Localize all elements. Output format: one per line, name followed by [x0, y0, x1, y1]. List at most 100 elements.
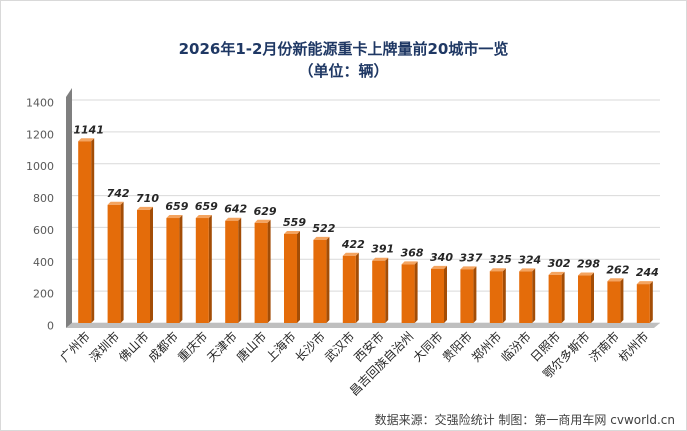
x-axis-ticks: 广州市深圳市佛山市成都市重庆市天津市唐山市上海市长沙市武汉市西安市昌吉回族自治州…: [57, 329, 652, 399]
bar-side: [444, 265, 447, 323]
bar-side: [297, 230, 300, 323]
bar-top: [107, 201, 124, 205]
x-tick-label: 深圳市: [86, 329, 122, 365]
bar-front: [636, 284, 650, 323]
data-label: 642: [224, 203, 247, 216]
bar-front: [225, 220, 239, 323]
data-label: 324: [518, 253, 541, 266]
bar-front: [489, 271, 503, 323]
bars: [78, 138, 653, 323]
data-label: 629: [254, 205, 277, 218]
x-tick-label: 佛山市: [116, 329, 152, 365]
side-wall: [66, 88, 72, 328]
data-label: 422: [341, 238, 365, 251]
bar-top: [342, 252, 359, 256]
bar-front: [195, 218, 209, 323]
bar-top: [166, 215, 183, 219]
chart-3d-wall: [66, 88, 660, 328]
source-note: 数据来源：交强险统计 制图：第一商用车网 cvworld.cn: [374, 413, 675, 427]
bar-side: [591, 272, 594, 323]
x-tick-label: 广州市: [57, 329, 93, 365]
bar: [342, 252, 359, 323]
bar-top: [78, 138, 95, 142]
bar-side: [561, 271, 565, 323]
bar: [607, 278, 624, 323]
bar-side: [238, 217, 242, 323]
bar-top: [607, 278, 624, 282]
bar-side: [502, 268, 506, 323]
data-labels: 1141 742 710 659 659 642 629 559 522 422 391 368 340…: [73, 123, 658, 279]
bar-side: [267, 219, 271, 323]
bar: [166, 215, 183, 323]
x-tick-label: 重庆市: [174, 329, 210, 365]
bar: [489, 268, 506, 323]
bar-top: [431, 265, 447, 269]
data-label: 368: [401, 246, 424, 259]
bar-front: [519, 271, 533, 323]
bar-side: [649, 281, 653, 323]
bar-top: [372, 257, 389, 261]
bar-top: [137, 206, 153, 210]
bar-top: [636, 281, 653, 285]
bar: [401, 261, 418, 323]
bar-front: [548, 274, 562, 323]
x-tick-label: 大同市: [410, 329, 446, 365]
bar-front: [137, 209, 150, 323]
bar-side: [355, 252, 359, 323]
bar-front: [254, 222, 268, 323]
x-tick-label: 郑州市: [468, 329, 504, 365]
x-tick-label: 长沙市: [292, 329, 328, 365]
x-tick-label: 杭州市: [615, 329, 651, 365]
x-tick-label: 天津市: [204, 329, 240, 365]
bar-top: [578, 272, 594, 276]
bar: [107, 201, 124, 323]
bar-top: [460, 266, 477, 270]
bar: [578, 272, 594, 323]
bar-side: [532, 268, 536, 323]
bar: [519, 268, 536, 323]
y-tick-label: 1200: [26, 128, 54, 141]
bar-top: [254, 219, 271, 223]
bar-front: [401, 264, 415, 323]
bar: [313, 236, 330, 323]
bar: [460, 266, 477, 323]
data-label: 325: [489, 253, 512, 266]
y-tick-label: 800: [33, 192, 54, 205]
bar-top: [489, 268, 506, 272]
bar: [548, 271, 565, 323]
floor: [66, 323, 660, 328]
bar-front: [578, 275, 591, 323]
data-label: 710: [136, 192, 159, 205]
data-label: 659: [195, 200, 218, 213]
chart-title: 2026年1-2月份新能源重卡上牌量前20城市一览: [178, 40, 509, 58]
bar-top: [313, 236, 330, 240]
data-label: 391: [371, 243, 394, 256]
data-label: 302: [548, 257, 571, 270]
bar-top: [195, 215, 212, 219]
bar-side: [326, 236, 330, 323]
bar-front: [372, 260, 386, 323]
bar-front: [284, 233, 297, 323]
data-label: 1141: [73, 123, 104, 136]
data-label: 742: [107, 187, 130, 200]
bar-side: [150, 206, 153, 323]
x-tick-label: 成都市: [145, 329, 181, 365]
y-tick-label: 400: [33, 256, 54, 269]
bar-top: [519, 268, 536, 272]
x-tick-label: 济南市: [586, 329, 622, 365]
bar-top: [548, 271, 565, 275]
data-label: 262: [606, 263, 629, 276]
bar-side: [414, 261, 418, 323]
bar-front: [607, 281, 621, 323]
y-tick-label: 1400: [26, 97, 54, 110]
bar: [284, 230, 300, 323]
y-tick-label: 600: [33, 224, 54, 237]
bar-side: [120, 201, 124, 323]
x-tick-label: 贵阳市: [439, 329, 475, 365]
x-tick-label: 临汾市: [498, 329, 534, 365]
data-label: 522: [312, 222, 335, 235]
bar-top: [401, 261, 418, 265]
bar-side: [208, 215, 212, 323]
bar-front: [460, 269, 474, 323]
